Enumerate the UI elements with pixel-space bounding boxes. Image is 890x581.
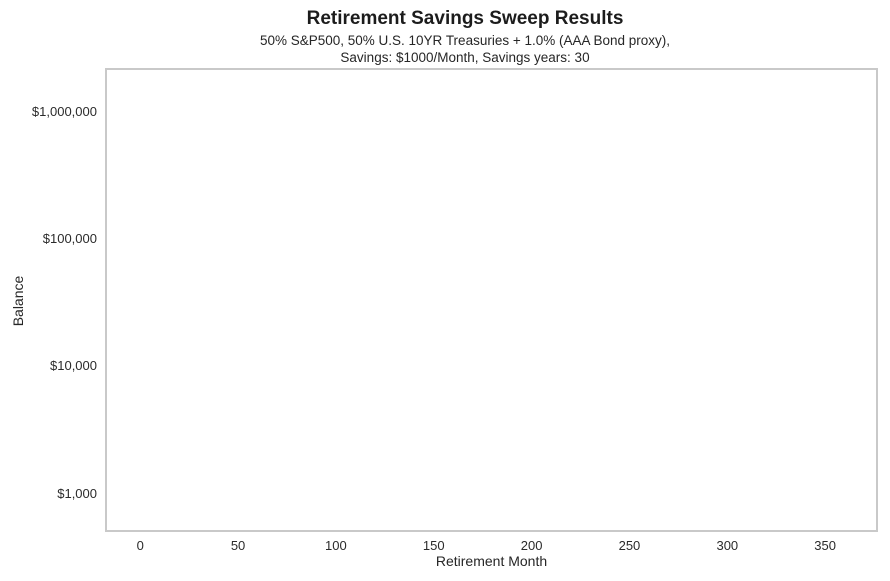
chart-subtitle-line1: 50% S&P500, 50% U.S. 10YR Treasuries + 1…	[259, 33, 671, 48]
x-tick-label: 200	[520, 538, 543, 553]
chart-subtitle-line2: Savings: $1000/Month, Savings years: 30	[340, 50, 590, 65]
x-axis-label: Retirement Month	[435, 553, 548, 569]
y-tick-label: $100,000	[42, 230, 97, 246]
title-block: Retirement Savings Sweep Results 50% S&P…	[40, 6, 890, 66]
x-tick-label: 300	[716, 538, 739, 553]
x-tick-label: 50	[230, 538, 246, 553]
y-tick-label: $1,000	[57, 485, 97, 501]
x-tick-label: 150	[422, 538, 445, 553]
y-axis-label: Balance	[10, 275, 26, 327]
x-tick-label: 100	[325, 538, 347, 553]
chart-title: Retirement Savings Sweep Results	[306, 8, 624, 29]
y-tick-label: $10,000	[50, 358, 97, 374]
x-tick-label: 0	[136, 538, 144, 553]
x-tick-label: 350	[814, 538, 837, 553]
x-tick-label: 250	[618, 538, 641, 553]
plot-frame	[105, 68, 878, 532]
y-tick-label: $1,000,000	[31, 103, 97, 119]
